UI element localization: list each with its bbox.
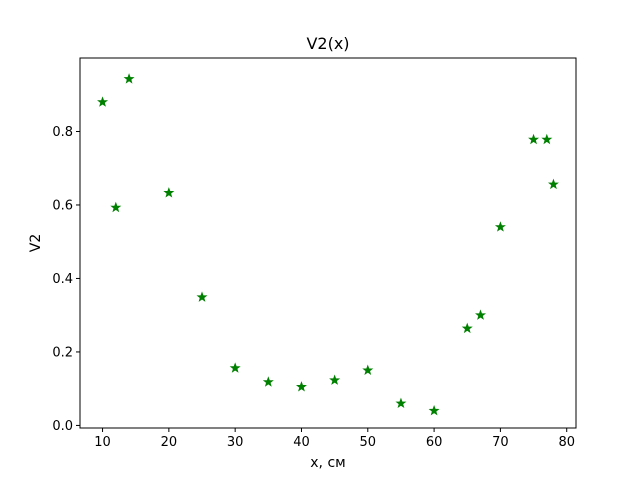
data-point (461, 322, 473, 334)
data-point (295, 381, 307, 392)
y-tick-label: 0.4 (52, 272, 73, 287)
y-tick-label: 0.8 (52, 125, 73, 140)
x-tick-label: 50 (360, 435, 377, 450)
y-axis: 0.0 0.2 0.4 0.6 0.8 (52, 125, 80, 434)
y-axis-label: V2 (28, 234, 44, 252)
chart-title: V2(x) (306, 34, 349, 53)
x-tick-label: 60 (426, 435, 443, 450)
data-point (123, 73, 135, 84)
data-point (541, 133, 553, 145)
x-tick-label: 80 (558, 435, 575, 450)
data-point (494, 221, 506, 232)
data-point (547, 178, 559, 190)
data-point (262, 376, 274, 387)
data-point (229, 362, 241, 373)
data-point (428, 404, 440, 416)
y-tick-label: 0.6 (52, 198, 73, 213)
data-point (163, 187, 175, 198)
data-point (329, 374, 341, 385)
data-point (528, 133, 540, 145)
data-points (97, 73, 559, 416)
data-point (110, 201, 122, 213)
y-tick-label: 0.0 (52, 419, 73, 434)
data-point (97, 96, 109, 107)
plot-area (79, 57, 577, 429)
x-tick-label: 30 (227, 435, 244, 450)
x-tick-label: 40 (293, 435, 310, 450)
data-point (196, 291, 208, 302)
x-axis-label: x, см (310, 455, 345, 471)
x-axis: 10 20 30 40 50 60 70 80 (94, 428, 575, 450)
data-point (362, 364, 374, 375)
y-tick-label: 0.2 (52, 345, 73, 360)
x-tick-label: 20 (161, 435, 178, 450)
data-point (475, 309, 486, 320)
x-tick-label: 10 (94, 435, 111, 450)
x-tick-label: 70 (492, 435, 509, 450)
data-point (395, 397, 407, 409)
